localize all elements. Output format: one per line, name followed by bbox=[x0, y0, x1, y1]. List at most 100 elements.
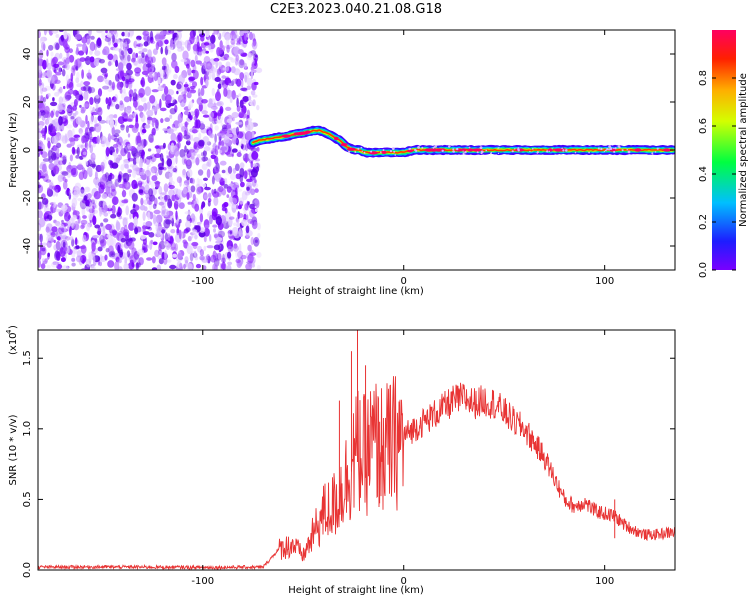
noise-speckle bbox=[220, 146, 227, 151]
noise-speckle bbox=[229, 127, 233, 136]
noise-speckle bbox=[87, 120, 90, 130]
noise-speckle bbox=[51, 226, 58, 233]
noise-speckle bbox=[231, 42, 236, 48]
noise-speckle bbox=[240, 139, 247, 145]
noise-speckle bbox=[218, 64, 226, 74]
noise-speckle bbox=[182, 171, 188, 178]
ridge-peak bbox=[437, 148, 443, 152]
noise-speckle bbox=[237, 250, 241, 260]
noise-speckle bbox=[183, 134, 191, 140]
noise-speckle bbox=[242, 30, 250, 34]
noise-speckle bbox=[187, 159, 191, 166]
noise-speckle bbox=[61, 171, 69, 177]
noise-speckle bbox=[95, 101, 99, 110]
noise-speckle bbox=[165, 66, 172, 75]
noise-speckle bbox=[183, 110, 190, 116]
ridge-speckle bbox=[360, 146, 363, 149]
noise-speckle bbox=[197, 88, 201, 97]
noise-speckle bbox=[236, 204, 239, 210]
noise-speckle bbox=[196, 97, 204, 106]
noise-speckle bbox=[60, 246, 64, 254]
noise-speckle bbox=[149, 40, 156, 45]
noise-speckle bbox=[213, 30, 220, 35]
noise-speckle bbox=[85, 55, 91, 66]
noise-speckle bbox=[158, 166, 165, 170]
noise-speckle bbox=[39, 74, 46, 78]
noise-speckle bbox=[229, 230, 232, 235]
noise-speckle bbox=[226, 121, 232, 130]
noise-speckle bbox=[203, 245, 207, 251]
noise-speckle bbox=[126, 118, 132, 122]
noise-speckle bbox=[198, 230, 206, 238]
noise-speckle bbox=[202, 150, 207, 157]
noise-speckle bbox=[199, 213, 204, 223]
noise-speckle bbox=[142, 102, 148, 112]
noise-speckle bbox=[79, 189, 86, 198]
noise-speckle bbox=[181, 125, 185, 132]
noise-speckle bbox=[68, 192, 72, 200]
noise-speckle bbox=[175, 210, 178, 220]
noise-speckle bbox=[202, 103, 207, 112]
noise-speckle bbox=[135, 152, 141, 158]
ridge-speckle bbox=[613, 147, 615, 150]
noise-speckle bbox=[224, 178, 228, 185]
noise-speckle bbox=[246, 213, 249, 222]
noise-speckle bbox=[112, 229, 117, 236]
noise-speckle bbox=[216, 252, 222, 261]
noise-speckle bbox=[152, 203, 157, 210]
noise-speckle bbox=[62, 85, 66, 90]
noise-speckle bbox=[174, 148, 180, 157]
noise-speckle bbox=[232, 78, 237, 84]
noise-speckle bbox=[192, 243, 198, 250]
noise-speckle bbox=[232, 94, 240, 99]
noise-speckle bbox=[107, 183, 113, 187]
noise-speckle bbox=[80, 224, 85, 230]
noise-speckle bbox=[191, 81, 198, 88]
ridge-speckle bbox=[490, 152, 492, 154]
noise-speckle bbox=[233, 138, 239, 144]
noise-speckle bbox=[110, 235, 114, 239]
noise-speckle bbox=[61, 265, 69, 270]
noise-speckle bbox=[47, 140, 51, 149]
noise-speckle bbox=[219, 40, 223, 50]
noise-speckle bbox=[141, 70, 149, 76]
noise-speckle bbox=[211, 87, 215, 97]
noise-speckle bbox=[120, 237, 126, 243]
noise-speckle bbox=[251, 130, 255, 141]
noise-speckle bbox=[66, 188, 71, 194]
noise-speckle bbox=[251, 151, 259, 160]
noise-speckle bbox=[53, 69, 57, 74]
noise-speckle bbox=[162, 127, 168, 132]
noise-speckle bbox=[174, 195, 182, 205]
noise-speckle bbox=[245, 143, 249, 152]
noise-speckle bbox=[182, 187, 188, 195]
noise-speckle bbox=[192, 193, 196, 201]
noise-speckle bbox=[189, 34, 195, 45]
noise-speckle bbox=[107, 133, 112, 143]
noise-speckle bbox=[189, 146, 194, 154]
noise-speckle bbox=[235, 163, 240, 172]
noise-speckle bbox=[219, 262, 223, 270]
noise-speckle bbox=[112, 34, 115, 43]
noise-speckle bbox=[187, 168, 193, 178]
noise-speckle bbox=[121, 189, 127, 198]
noise-speckle bbox=[78, 50, 85, 56]
noise-speckle bbox=[146, 156, 153, 160]
noise-speckle bbox=[135, 52, 138, 58]
noise-speckle bbox=[127, 32, 130, 38]
noise-speckle bbox=[160, 193, 163, 201]
ridge-speckle bbox=[603, 150, 605, 153]
noise-speckle bbox=[203, 235, 207, 243]
noise-speckle bbox=[155, 224, 159, 232]
noise-speckle bbox=[90, 265, 96, 270]
noise-speckle bbox=[129, 30, 133, 39]
noise-speckle bbox=[80, 144, 85, 150]
noise-speckle bbox=[255, 158, 261, 162]
noise-speckle bbox=[202, 192, 208, 201]
noise-speckle bbox=[98, 184, 105, 194]
noise-speckle bbox=[201, 99, 208, 104]
noise-speckle bbox=[77, 95, 81, 101]
noise-speckle bbox=[244, 74, 248, 83]
noise-speckle bbox=[195, 157, 200, 166]
noise-speckle bbox=[170, 97, 175, 103]
